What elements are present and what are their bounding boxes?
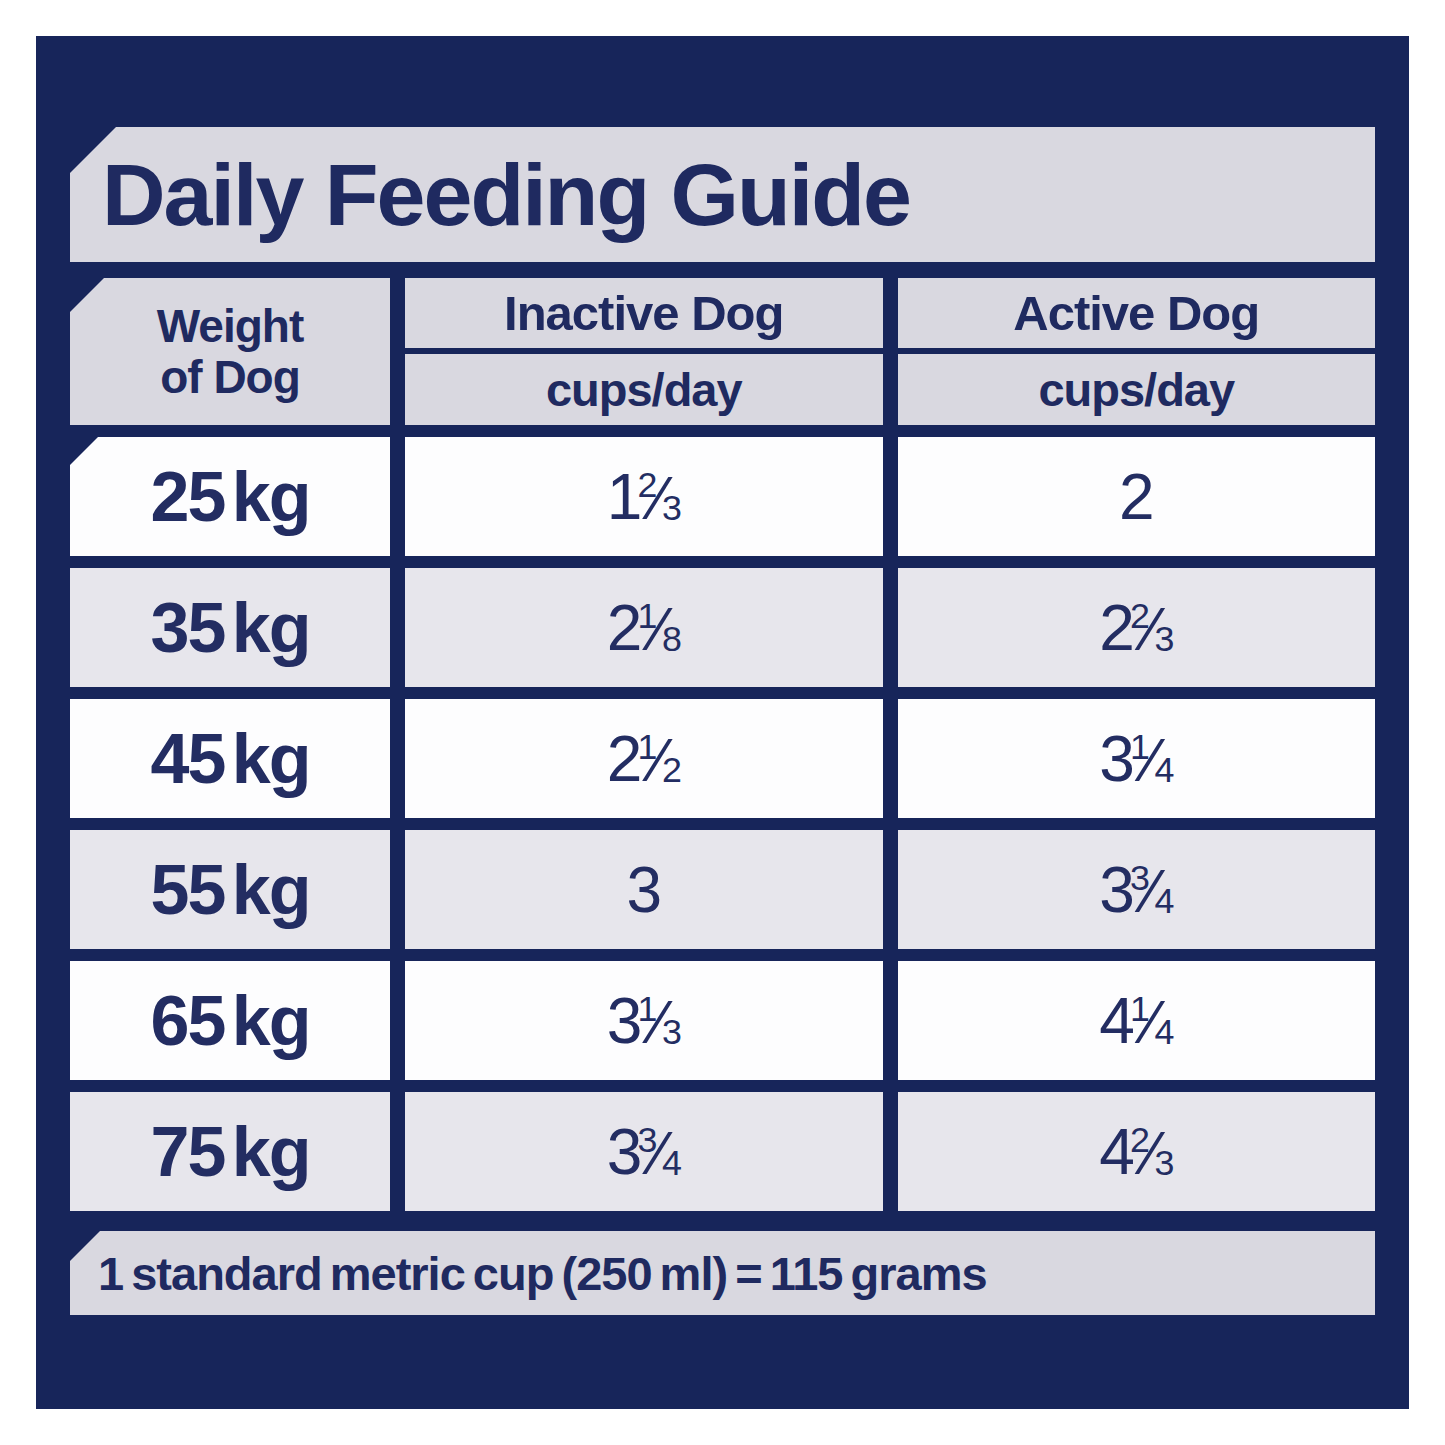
inactive-value-cell: 3 1⁄3 [405, 961, 883, 1080]
inactive-value-cell: 2 1⁄2 [405, 699, 883, 818]
header-inactive-dog: Inactive Dog cups/day [405, 278, 883, 425]
header-active-dog: Active Dog cups/day [898, 278, 1376, 425]
weight-cell: 35 kg [70, 568, 390, 687]
feeding-guide-panel: Daily Feeding Guide Weight of Dog Inacti… [36, 36, 1409, 1409]
active-value-cell: 4 1⁄4 [898, 961, 1376, 1080]
active-value-cell: 4 2⁄3 [898, 1092, 1376, 1211]
weight-cell: 65 kg [70, 961, 390, 1080]
active-value-cell: 3 1⁄4 [898, 699, 1376, 818]
inactive-value-cell: 3 3⁄4 [405, 1092, 883, 1211]
header-active-unit: cups/day [898, 354, 1376, 425]
feeding-guide-content: Daily Feeding Guide Weight of Dog Inacti… [70, 36, 1375, 1315]
active-value-cell: 2 2⁄3 [898, 568, 1376, 687]
table-row: 45 kg 2 1⁄2 3 1⁄4 [70, 699, 1375, 818]
weight-cell: 45 kg [70, 699, 390, 818]
table-row: 65 kg 3 1⁄3 4 1⁄4 [70, 961, 1375, 1080]
inactive-value-cell: 1 2⁄3 [405, 437, 883, 556]
header-weight-line2: of Dog [160, 352, 300, 403]
inactive-value-cell: 2 1⁄8 [405, 568, 883, 687]
weight-cell: 75 kg [70, 1092, 390, 1211]
header-active-label: Active Dog [898, 278, 1376, 348]
table-header-row: Weight of Dog Inactive Dog cups/day Acti… [70, 278, 1375, 425]
title-banner: Daily Feeding Guide [70, 127, 1375, 262]
weight-cell: 25 kg [70, 437, 390, 556]
header-weight-of-dog: Weight of Dog [70, 278, 390, 425]
page-title: Daily Feeding Guide [70, 144, 910, 246]
table-row: 55 kg 3 3 3⁄4 [70, 830, 1375, 949]
table-row: 25 kg 1 2⁄3 2 [70, 437, 1375, 556]
active-value-cell: 2 [898, 437, 1376, 556]
header-weight-line1: Weight [157, 301, 303, 352]
header-inactive-label: Inactive Dog [405, 278, 883, 348]
cup-conversion-note: 1 standard metric cup (250 ml) = 115 gra… [70, 1246, 987, 1301]
table-row: 75 kg 3 3⁄4 4 2⁄3 [70, 1092, 1375, 1211]
footer-note-band: 1 standard metric cup (250 ml) = 115 gra… [70, 1231, 1375, 1315]
table-row: 35 kg 2 1⁄8 2 2⁄3 [70, 568, 1375, 687]
weight-cell: 55 kg [70, 830, 390, 949]
header-inactive-unit: cups/day [405, 354, 883, 425]
active-value-cell: 3 3⁄4 [898, 830, 1376, 949]
inactive-value-cell: 3 [405, 830, 883, 949]
